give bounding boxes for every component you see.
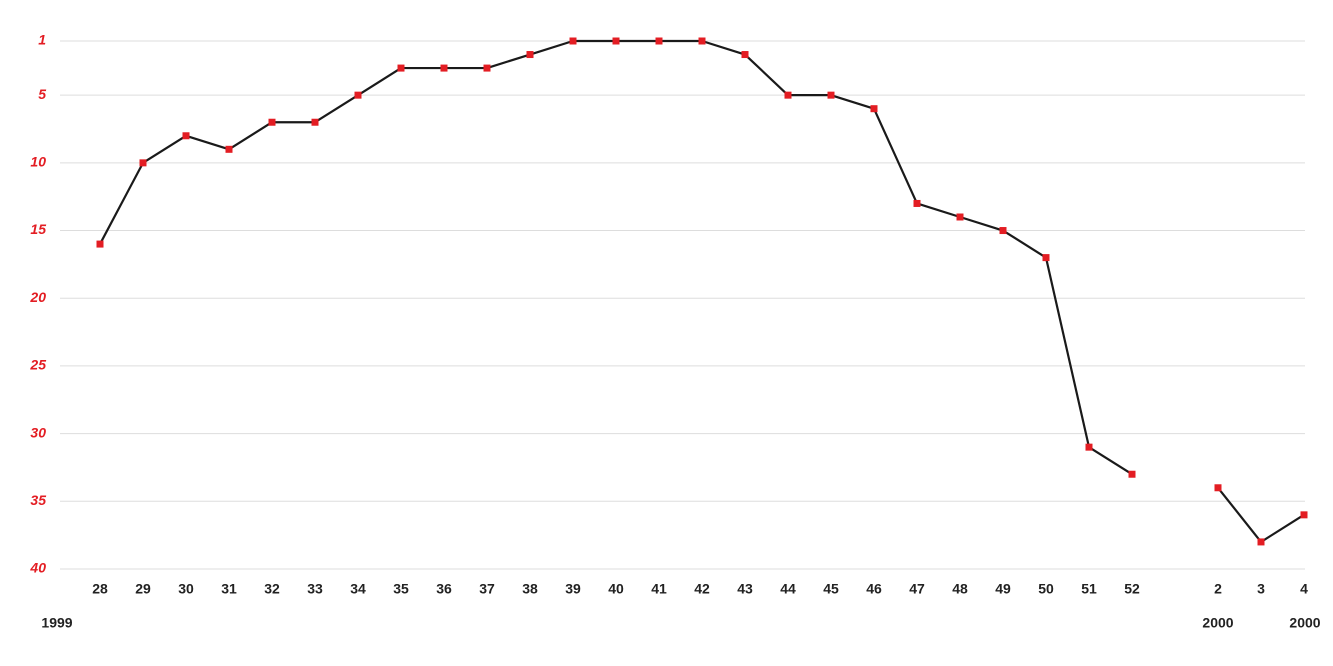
year-label: 1999 <box>41 615 72 631</box>
x-tick-label: 49 <box>995 581 1011 597</box>
point-marker <box>1085 443 1093 451</box>
point-marker <box>311 118 319 126</box>
x-tick-label: 35 <box>393 581 409 597</box>
x-tick-label: 37 <box>479 581 495 597</box>
point-marker <box>741 51 749 59</box>
x-tick-label: 44 <box>780 581 796 597</box>
x-tick-label: 32 <box>264 581 280 597</box>
x-tick-label: 34 <box>350 581 366 597</box>
series-line <box>99 39 1305 544</box>
point-marker <box>483 64 491 72</box>
x-tick-label: 30 <box>178 581 194 597</box>
point-marker <box>139 159 147 167</box>
x-tick-label: 36 <box>436 581 452 597</box>
x-tick-label: 28 <box>92 581 108 597</box>
point-marker <box>96 240 104 248</box>
point-marker <box>655 37 663 45</box>
point-marker <box>569 37 577 45</box>
point-marker <box>1300 511 1308 519</box>
point-marker <box>870 105 878 113</box>
point-marker <box>956 213 964 221</box>
x-tick-label: 46 <box>866 581 882 597</box>
x-tick-label: 40 <box>608 581 624 597</box>
y-tick-label: 30 <box>30 424 46 440</box>
x-tick-label: 38 <box>522 581 538 597</box>
y-tick-label: 10 <box>30 154 46 170</box>
y-tick-label: 25 <box>29 357 46 373</box>
y-tick-label: 15 <box>30 221 46 237</box>
x-tick-label: 33 <box>307 581 323 597</box>
point-marker <box>999 227 1007 235</box>
point-marker <box>784 91 792 99</box>
x-tick-label: 43 <box>737 581 753 597</box>
y-tick-label: 40 <box>29 560 46 576</box>
y-tick-label: 5 <box>38 86 46 102</box>
point-marker <box>182 132 190 140</box>
point-marker <box>354 91 362 99</box>
x-tick-label: 39 <box>565 581 581 597</box>
x-tick-label: 4 <box>1300 581 1308 597</box>
x-tick-label: 50 <box>1038 581 1054 597</box>
point-marker <box>827 91 835 99</box>
y-tick-label: 35 <box>30 492 46 508</box>
point-marker <box>268 118 276 126</box>
x-tick-label: 45 <box>823 581 839 597</box>
point-marker <box>1214 484 1222 492</box>
point-marker <box>698 37 706 45</box>
year-label: 2000 <box>1202 615 1233 631</box>
point-marker <box>1042 254 1050 262</box>
x-tick-label: 29 <box>135 581 151 597</box>
x-tick-label: 52 <box>1124 581 1140 597</box>
y-tick-label: 20 <box>29 289 46 305</box>
point-marker <box>225 145 233 153</box>
point-marker <box>440 64 448 72</box>
x-tick-label: 3 <box>1257 581 1265 597</box>
x-tick-label: 42 <box>694 581 710 597</box>
x-tick-label: 2 <box>1214 581 1222 597</box>
point-marker <box>526 51 534 59</box>
point-marker <box>612 37 620 45</box>
x-tick-label: 48 <box>952 581 968 597</box>
x-tick-label: 51 <box>1081 581 1097 597</box>
point-marker <box>913 199 921 207</box>
point-marker <box>397 64 405 72</box>
year-label: 2000 <box>1289 615 1320 631</box>
point-marker <box>1257 538 1265 546</box>
point-marker <box>1128 470 1136 478</box>
x-tick-label: 41 <box>651 581 667 597</box>
x-tick-label: 47 <box>909 581 925 597</box>
y-tick-label: 1 <box>38 32 46 48</box>
x-tick-label: 31 <box>221 581 237 597</box>
